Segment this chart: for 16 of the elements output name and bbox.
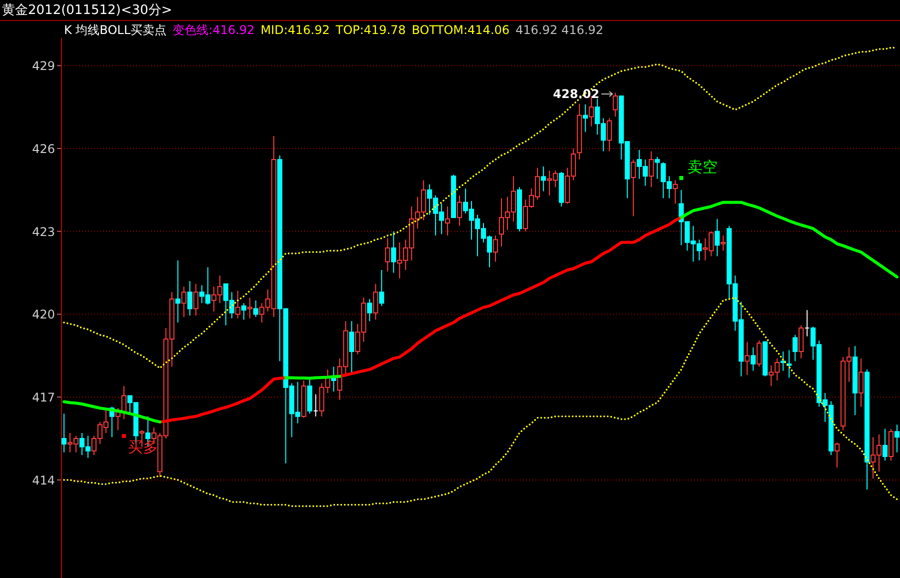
text: 变色线:416.92: [172, 23, 255, 37]
text: TOP:419.78: [334, 23, 406, 37]
line-series: [63, 296, 898, 508]
y-tick-label: 417: [32, 390, 55, 405]
y-tick-label: 420: [32, 308, 55, 322]
text: 416.92 416.92: [516, 23, 604, 37]
text: BOTTOM:414.06: [412, 23, 510, 37]
y-tick-label: 429: [32, 59, 55, 74]
annotation: 卖空: [687, 158, 718, 176]
y-tick-label: 426: [32, 142, 55, 156]
y-tick-label: 414: [32, 473, 55, 488]
annotation: 买多: [128, 438, 158, 456]
text: MID:416.92: [260, 23, 330, 37]
y-tick-label: 423: [32, 224, 55, 239]
chart-title: 黄金2012(011512)<30分>: [2, 3, 172, 18]
text: K 均线BOLL买卖点: [64, 23, 167, 37]
